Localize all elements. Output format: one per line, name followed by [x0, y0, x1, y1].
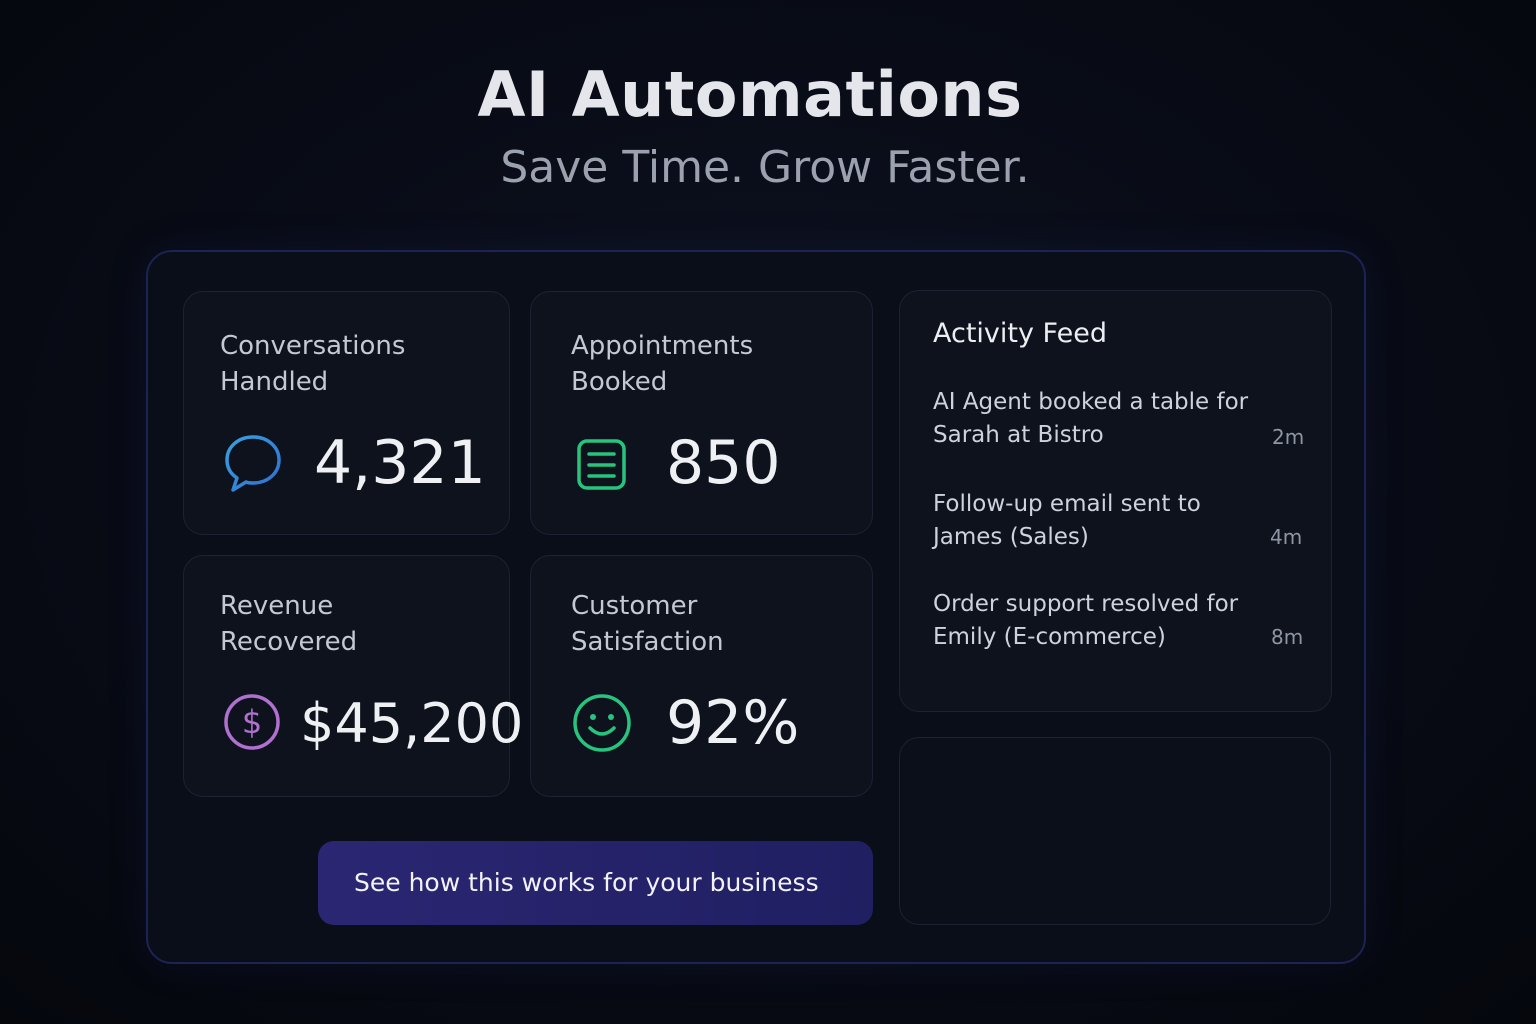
feed-item-time: 4m: [1270, 525, 1303, 549]
empty-card: [899, 737, 1331, 925]
smile-icon: [573, 694, 631, 752]
stat-card: [530, 291, 873, 535]
stat-card: [183, 555, 510, 797]
stat-card: [530, 555, 873, 797]
stat-label: Customer Satisfaction: [571, 591, 724, 657]
stat-label: Conversations Handled: [220, 331, 406, 397]
feed-item-text: Order support resolved for Emily (E-comm…: [933, 591, 1239, 650]
stat-label: Revenue Recovered: [220, 591, 358, 657]
chat-icon: [225, 435, 281, 492]
stat-value: 850: [666, 428, 781, 498]
stat-value: 92%: [666, 688, 800, 758]
dollar-icon: $: [224, 694, 280, 750]
stat-value: $45,200: [300, 692, 524, 755]
feed-title: Activity Feed: [933, 318, 1107, 349]
stat-card: [183, 291, 510, 535]
stat-label: Appointments Booked: [571, 331, 754, 397]
subtitle: Save Time. Grow Faster.: [500, 142, 1030, 193]
svg-text:$: $: [242, 703, 262, 741]
feed-item-time: 2m: [1272, 425, 1305, 449]
feed-item-text: AI Agent booked a table for Sarah at Bis…: [933, 389, 1249, 448]
calendar-icon: [577, 439, 626, 490]
stat-value: 4,321: [314, 428, 486, 498]
feed-item-text: Follow-up email sent to James (Sales): [933, 491, 1201, 550]
cta-button[interactable]: See how this works for your business: [318, 841, 873, 925]
feed-item-time: 8m: [1271, 625, 1304, 649]
activity-card: [899, 290, 1332, 712]
title: AI Automations: [477, 58, 1023, 131]
